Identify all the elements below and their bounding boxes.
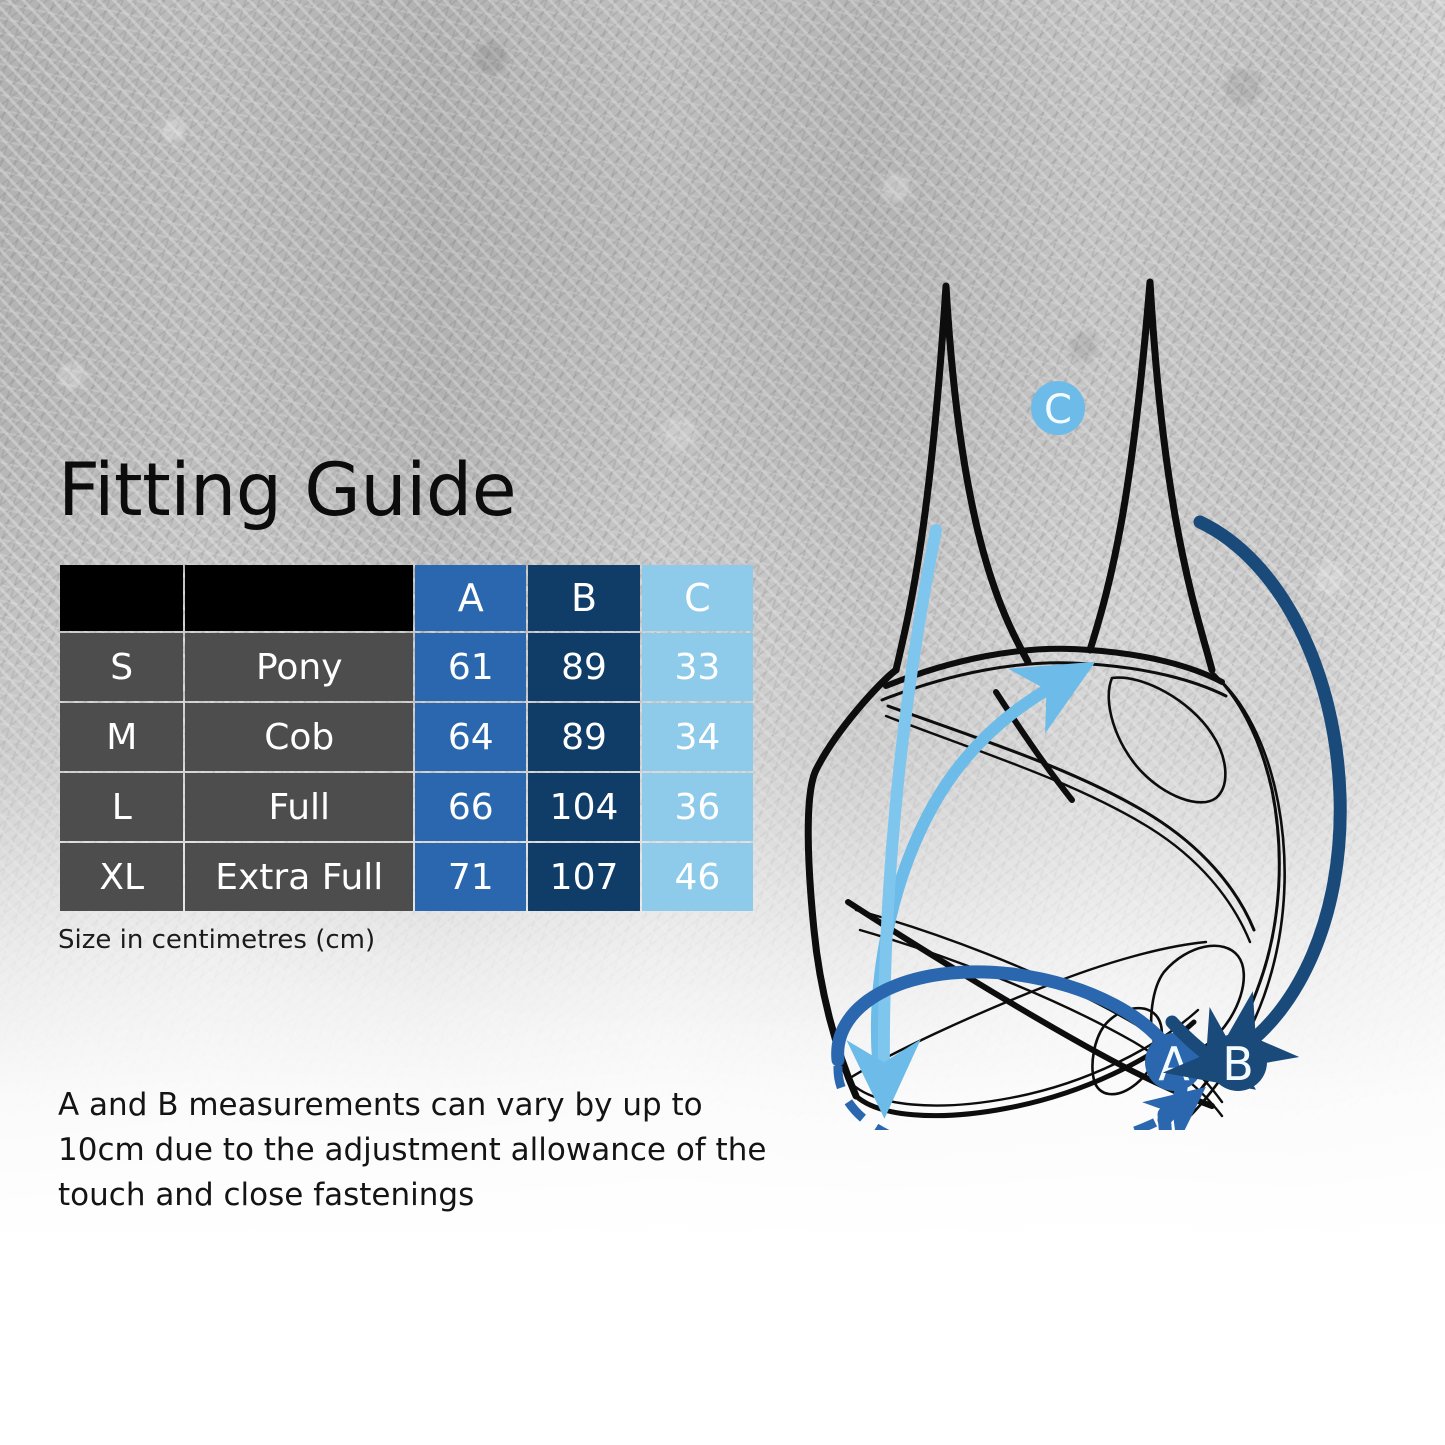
forehead-contour [886, 704, 1256, 932]
cell-size: M [60, 703, 184, 771]
cell-c: 34 [641, 703, 753, 771]
header-col-c: C [641, 565, 753, 631]
centre-seam [993, 689, 1075, 803]
table-row: L Full 66 104 36 [60, 773, 753, 841]
cell-b: 107 [528, 843, 640, 911]
cell-name: Pony [185, 633, 414, 701]
ear-pocket-outline [1107, 676, 1227, 804]
cell-a: 66 [415, 773, 527, 841]
badge-b: B [1209, 1033, 1267, 1091]
header-size-blank [60, 565, 184, 631]
cell-c: 36 [641, 773, 753, 841]
cell-name: Extra Full [185, 843, 414, 911]
table-body: S Pony 61 89 33 M Cob 64 89 34 L Full 66… [60, 633, 753, 911]
cell-size: XL [60, 843, 184, 911]
table-header: A B C [60, 565, 753, 631]
footnote-line-2: 10cm due to the adjustment allowance of … [58, 1131, 767, 1168]
cell-size: L [60, 773, 184, 841]
cell-name: Cob [185, 703, 414, 771]
badge-a-label: A [1158, 1037, 1190, 1091]
cell-a: 61 [415, 633, 527, 701]
right-ear-outline [1086, 278, 1216, 674]
table-row: M Cob 64 89 34 [60, 703, 753, 771]
header-col-a: A [415, 565, 527, 631]
header-name-blank [185, 565, 414, 631]
table-units-note: Size in centimetres (cm) [58, 925, 376, 955]
size-chart-table: A B C S Pony 61 89 33 M Cob 64 89 34 L [58, 563, 755, 913]
table-header-row: A B C [60, 565, 753, 631]
mask-body-outline [804, 666, 900, 1100]
footnote-line-1: A and B measurements can vary by up to [58, 1087, 703, 1123]
measurement-footnote: A and B measurements can vary by up to 1… [58, 1083, 838, 1218]
table-row: S Pony 61 89 33 [60, 633, 753, 701]
cell-b: 104 [528, 773, 640, 841]
cell-a: 71 [415, 843, 527, 911]
measurement-b-curve [1193, 515, 1347, 1074]
forehead-contour-2 [884, 714, 1252, 944]
brow-band-upper [883, 645, 1225, 689]
cell-c: 46 [641, 843, 753, 911]
cell-b: 89 [528, 703, 640, 771]
measurement-a-loop-dashed [833, 1065, 1206, 1130]
fly-mask-diagram: C A B [760, 230, 1430, 1130]
cell-size: S [60, 633, 184, 701]
cell-c: 33 [641, 633, 753, 701]
left-ear-outline [892, 282, 1032, 674]
table-row: XL Extra Full 71 107 46 [60, 843, 753, 911]
badge-c: C [1031, 381, 1085, 435]
badge-b-label: B [1222, 1037, 1254, 1091]
mask-outline-group [804, 278, 1286, 1128]
badge-c-label: C [1044, 387, 1072, 433]
cell-b: 89 [528, 633, 640, 701]
nose-opening-outer [853, 1019, 1197, 1119]
page-title: Fitting Guide [58, 447, 517, 533]
cell-name: Full [185, 773, 414, 841]
measurement-a-down-arrow [1157, 1107, 1172, 1130]
measurement-c-down-arrow [846, 524, 942, 1119]
measurement-c-arrow [870, 661, 1096, 1098]
throat-tab-small [1091, 1006, 1164, 1096]
cell-a: 64 [415, 703, 527, 771]
footnote-line-3: touch and close fastenings [58, 1176, 475, 1213]
header-col-b: B [528, 565, 640, 631]
